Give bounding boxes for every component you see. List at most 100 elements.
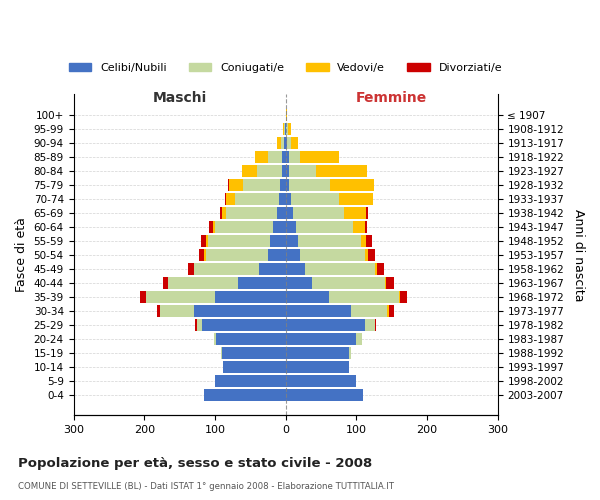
- Bar: [298, 235, 361, 247]
- Bar: [222, 347, 286, 358]
- Bar: [188, 263, 194, 275]
- Bar: [356, 333, 362, 345]
- Bar: [286, 179, 289, 191]
- Bar: [217, 333, 286, 345]
- Bar: [286, 305, 350, 317]
- Bar: [270, 235, 286, 247]
- Bar: [300, 151, 338, 163]
- Bar: [365, 221, 367, 233]
- Bar: [286, 137, 287, 149]
- Bar: [286, 109, 287, 121]
- Bar: [194, 263, 259, 275]
- Bar: [209, 221, 213, 233]
- Bar: [386, 277, 394, 289]
- Bar: [215, 291, 286, 303]
- Bar: [286, 263, 305, 275]
- Bar: [255, 151, 268, 163]
- Bar: [296, 221, 353, 233]
- Bar: [286, 207, 293, 219]
- Y-axis label: Anni di nascita: Anni di nascita: [572, 208, 585, 301]
- Bar: [344, 207, 366, 219]
- Bar: [389, 305, 394, 317]
- Bar: [259, 263, 286, 275]
- Text: Popolazione per età, sesso e stato civile - 2008: Popolazione per età, sesso e stato civil…: [18, 458, 372, 470]
- Bar: [289, 151, 300, 163]
- Bar: [205, 249, 206, 261]
- Bar: [157, 305, 160, 317]
- Bar: [277, 137, 281, 149]
- Bar: [286, 193, 291, 205]
- Bar: [242, 165, 257, 177]
- Bar: [238, 277, 286, 289]
- Bar: [214, 333, 217, 345]
- Bar: [278, 193, 286, 205]
- Bar: [293, 207, 344, 219]
- Bar: [349, 347, 350, 358]
- Bar: [235, 193, 278, 205]
- Bar: [385, 277, 386, 289]
- Bar: [365, 319, 374, 331]
- Bar: [286, 333, 356, 345]
- Bar: [257, 165, 282, 177]
- Bar: [221, 347, 222, 358]
- Bar: [400, 291, 407, 303]
- Bar: [201, 235, 206, 247]
- Bar: [350, 305, 388, 317]
- Bar: [243, 179, 280, 191]
- Bar: [399, 291, 400, 303]
- Bar: [197, 319, 202, 331]
- Bar: [222, 207, 226, 219]
- Bar: [286, 291, 329, 303]
- Bar: [286, 347, 349, 358]
- Text: COMUNE DI SETTEVILLE (BL) - Dati ISTAT 1° gennaio 2008 - Elaborazione TUTTITALIA: COMUNE DI SETTEVILLE (BL) - Dati ISTAT 1…: [18, 482, 394, 491]
- Bar: [340, 193, 373, 205]
- Bar: [283, 123, 284, 135]
- Bar: [215, 221, 273, 233]
- Bar: [286, 319, 365, 331]
- Bar: [286, 375, 356, 386]
- Bar: [280, 179, 286, 191]
- Bar: [286, 235, 298, 247]
- Bar: [361, 235, 366, 247]
- Bar: [377, 263, 384, 275]
- Bar: [289, 165, 316, 177]
- Bar: [366, 207, 368, 219]
- Bar: [285, 123, 286, 135]
- Bar: [268, 249, 286, 261]
- Bar: [194, 305, 286, 317]
- Text: Maschi: Maschi: [152, 91, 206, 105]
- Bar: [146, 291, 215, 303]
- Bar: [284, 137, 286, 149]
- Bar: [273, 221, 286, 233]
- Bar: [226, 207, 277, 219]
- Bar: [223, 361, 286, 372]
- Bar: [168, 277, 238, 289]
- Text: Femmine: Femmine: [356, 91, 427, 105]
- Bar: [205, 389, 286, 400]
- Bar: [286, 277, 313, 289]
- Bar: [215, 375, 286, 386]
- Bar: [140, 291, 146, 303]
- Bar: [225, 193, 226, 205]
- Bar: [282, 165, 286, 177]
- Bar: [286, 221, 296, 233]
- Bar: [226, 193, 235, 205]
- Bar: [163, 277, 168, 289]
- Bar: [353, 221, 365, 233]
- Bar: [330, 179, 374, 191]
- Bar: [206, 235, 208, 247]
- Bar: [286, 361, 349, 372]
- Bar: [374, 319, 376, 331]
- Bar: [206, 249, 268, 261]
- Bar: [286, 123, 288, 135]
- Bar: [282, 151, 286, 163]
- Bar: [289, 179, 330, 191]
- Bar: [229, 179, 243, 191]
- Bar: [286, 249, 300, 261]
- Bar: [213, 221, 215, 233]
- Legend: Celibi/Nubili, Coniugati/e, Vedovi/e, Divorziati/e: Celibi/Nubili, Coniugati/e, Vedovi/e, Di…: [65, 58, 506, 77]
- Bar: [160, 305, 194, 317]
- Bar: [286, 165, 289, 177]
- Bar: [208, 235, 270, 247]
- Bar: [199, 249, 205, 261]
